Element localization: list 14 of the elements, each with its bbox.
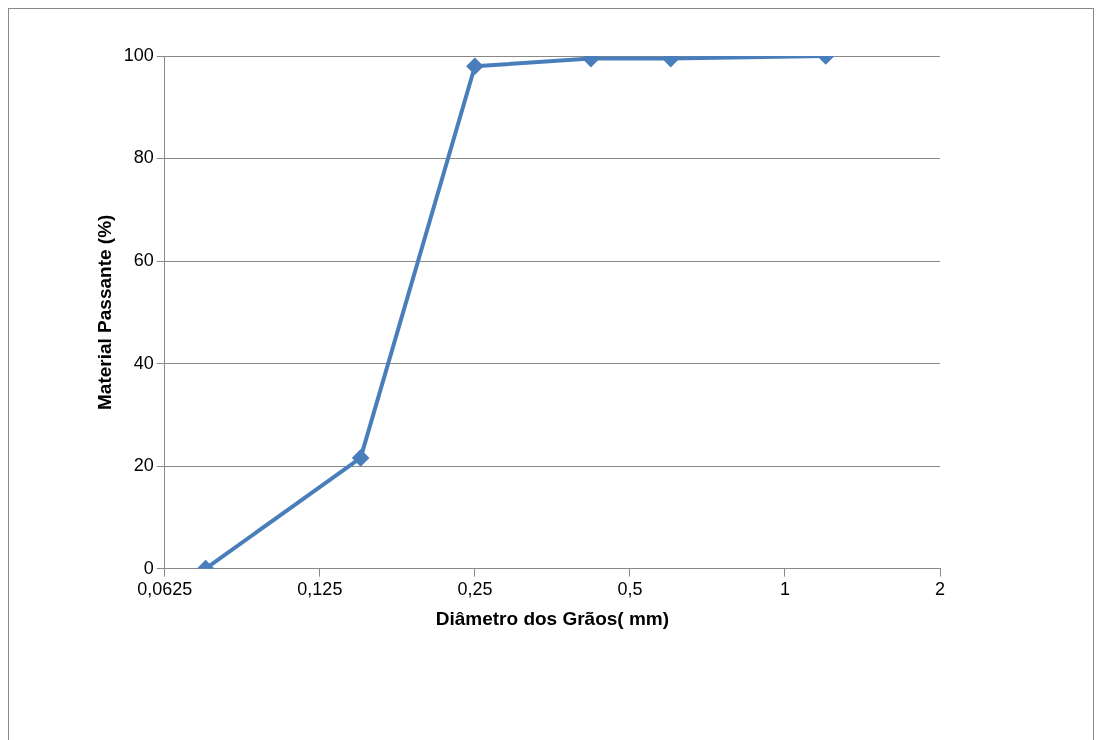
- y-axis-title: Material Passante (%): [93, 214, 115, 410]
- y-tick-label: 80: [133, 147, 154, 168]
- x-tick-label: 1: [779, 579, 790, 600]
- y-tick-label: 100: [123, 44, 154, 65]
- x-tick-label: 0,5: [617, 579, 643, 600]
- x-tick-label: 0,25: [457, 579, 493, 600]
- x-axis-title: Diâmetro dos Grãos( mm): [435, 607, 670, 629]
- y-tick-label: 0: [143, 557, 154, 578]
- x-tick-label: 2: [934, 579, 946, 600]
- y-tick-label: 20: [133, 455, 154, 476]
- x-tick-label: 0,125: [297, 579, 343, 600]
- y-tick-label: 40: [133, 352, 154, 373]
- y-tick-label: 60: [133, 250, 154, 271]
- x-tick-label: 0,0625: [137, 579, 193, 600]
